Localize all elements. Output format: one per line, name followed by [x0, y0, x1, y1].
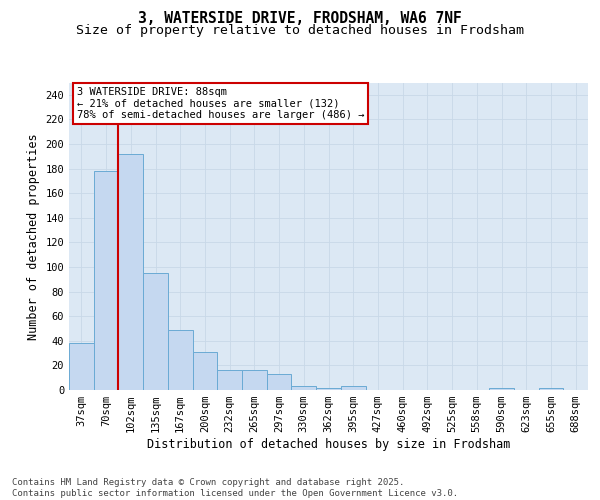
- Text: Contains HM Land Registry data © Crown copyright and database right 2025.
Contai: Contains HM Land Registry data © Crown c…: [12, 478, 458, 498]
- Bar: [118, 154, 143, 390]
- Bar: [341, 386, 365, 390]
- Y-axis label: Number of detached properties: Number of detached properties: [27, 133, 40, 340]
- X-axis label: Distribution of detached houses by size in Frodsham: Distribution of detached houses by size …: [147, 438, 510, 451]
- Bar: [242, 370, 267, 390]
- Bar: [539, 388, 563, 390]
- Text: 3, WATERSIDE DRIVE, FRODSHAM, WA6 7NF: 3, WATERSIDE DRIVE, FRODSHAM, WA6 7NF: [138, 11, 462, 26]
- Bar: [69, 344, 94, 390]
- Bar: [217, 370, 242, 390]
- Bar: [143, 273, 168, 390]
- Bar: [489, 388, 514, 390]
- Bar: [168, 330, 193, 390]
- Bar: [316, 388, 341, 390]
- Bar: [94, 171, 118, 390]
- Bar: [193, 352, 217, 390]
- Text: 3 WATERSIDE DRIVE: 88sqm
← 21% of detached houses are smaller (132)
78% of semi-: 3 WATERSIDE DRIVE: 88sqm ← 21% of detach…: [77, 87, 364, 120]
- Bar: [292, 386, 316, 390]
- Text: Size of property relative to detached houses in Frodsham: Size of property relative to detached ho…: [76, 24, 524, 37]
- Bar: [267, 374, 292, 390]
